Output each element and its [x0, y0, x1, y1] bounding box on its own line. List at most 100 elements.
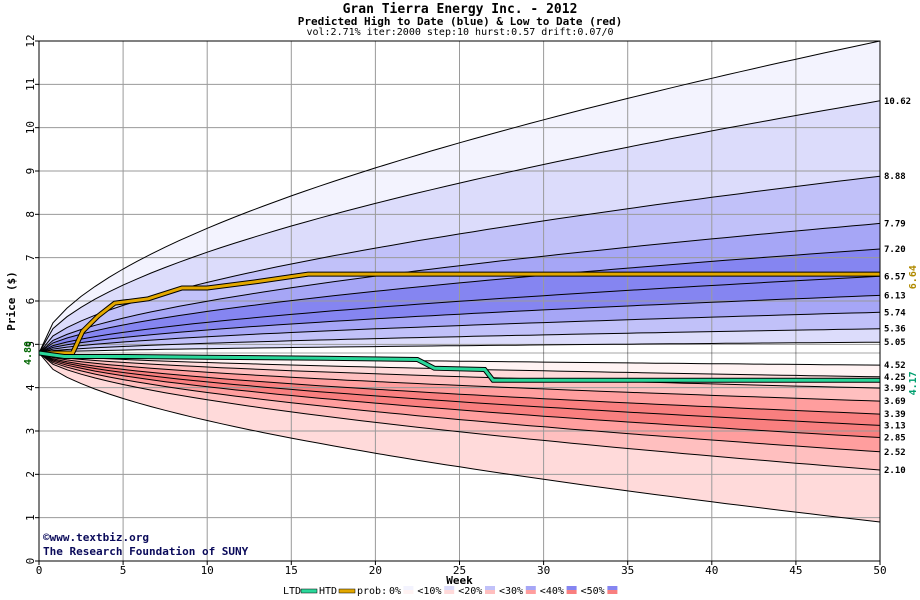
x-tick-label: 30 [537, 564, 550, 577]
y-tick-label: 0 [24, 558, 37, 565]
y-axis-label: Price ($) [5, 271, 18, 331]
high-band-0 [39, 41, 880, 353]
ltd-line [39, 351, 880, 382]
low-band-5 [39, 353, 880, 438]
contour-value-label: 6.13 [884, 291, 906, 301]
high-contour-10% [39, 100, 880, 354]
low-contour-20% [39, 352, 880, 453]
low-band-3 [39, 353, 880, 415]
legend-blue-swatch [444, 586, 455, 590]
contour-value-label: 5.36 [884, 325, 906, 335]
legend-blue-swatch [525, 586, 536, 590]
y-tick-label: 3 [24, 428, 37, 435]
contour-value-label: 5.74 [884, 308, 906, 318]
legend-prob-item: <10% [417, 586, 441, 597]
x-tick-label: 0 [36, 564, 43, 577]
contour-value-label: 2.52 [884, 448, 906, 458]
legend-prob-label: prob: [357, 586, 387, 597]
high-band-3 [39, 223, 880, 353]
x-tick-label: 40 [705, 564, 718, 577]
legend-blue-swatch [403, 586, 414, 590]
legend-prob-item: <20% [458, 586, 482, 597]
contour-value-label: 6.57 [884, 272, 906, 282]
legend-red-swatch [444, 590, 455, 594]
low-contour-10% [39, 352, 880, 471]
contour-value-label: 4.25 [884, 373, 906, 383]
legend-red-swatch [485, 590, 495, 594]
watermark-organization: The Research Foundation of SUNY [43, 545, 249, 558]
high-contour-90% [39, 341, 880, 354]
y-tick-label: 2 [24, 471, 37, 478]
x-tick-label: 50 [873, 564, 886, 577]
legend-htd-swatch [338, 588, 356, 594]
y-tick-label: 7 [24, 254, 37, 261]
legend-red-swatch [525, 590, 536, 594]
y-tick-label: 6 [24, 298, 37, 305]
y-tick-label: 8 [24, 211, 37, 218]
watermark-copyright: ©www.textbiz.org [43, 531, 149, 544]
high-contour-60% [39, 294, 880, 354]
legend-ltd-label: LTD [283, 586, 301, 597]
legend-red-swatch [566, 590, 577, 594]
chart-parameters: vol:2.71% iter:2000 step:10 hurst:0.57 d… [306, 27, 614, 38]
legend-htd-label: HTD [319, 586, 337, 597]
x-tick-label: 5 [120, 564, 127, 577]
y-tick-label: 11 [24, 78, 37, 91]
ltd-final-label: 4.17 [908, 371, 919, 395]
y-tick-label: 9 [24, 168, 37, 175]
contour-value-label: 5.05 [884, 338, 906, 348]
contour-value-label: 4.52 [884, 361, 906, 371]
contour-value-label: 3.13 [884, 421, 906, 431]
high-contour-50% [39, 275, 880, 354]
plot-area [39, 41, 880, 561]
y-tick-label: 10 [24, 121, 37, 134]
y-tick-label: 12 [24, 34, 37, 47]
high-contour-30% [39, 222, 880, 354]
low-band-4 [39, 353, 880, 426]
high-contour-70% [39, 311, 880, 354]
high-contour-80% [39, 328, 880, 354]
high-contour-0% [39, 41, 880, 354]
chart-title: Gran Tierra Energy Inc. - 2012 [342, 2, 578, 17]
legend-ltd-swatch [300, 588, 318, 594]
contour-value-label: 2.85 [884, 434, 906, 444]
low-contour-40% [39, 352, 880, 426]
low-contour-30% [39, 352, 880, 438]
chart-subtitle: Predicted High to Date (blue) & Low to D… [297, 15, 623, 28]
x-tick-label: 25 [453, 564, 466, 577]
contour-value-label: 7.79 [884, 219, 906, 229]
x-tick-label: 10 [201, 564, 214, 577]
contour-value-label: 3.39 [884, 410, 906, 420]
start-price-label: 4.80 [23, 341, 34, 365]
contour-value-label: 7.20 [884, 245, 906, 255]
contour-value-label: 10.62 [884, 97, 911, 107]
legend-prob-item: <30% [499, 586, 523, 597]
x-tick-label: 20 [369, 564, 382, 577]
y-tick-label: 1 [24, 514, 37, 521]
x-tick-label: 15 [285, 564, 298, 577]
legend-prob-item: <50% [581, 586, 605, 597]
legend-red-swatch [607, 590, 618, 594]
y-tick-label: 4 [24, 384, 37, 391]
low-band-7 [39, 353, 880, 470]
low-band-6 [39, 353, 880, 452]
legend-blue-swatch [566, 586, 577, 590]
legend-blue-swatch [607, 586, 618, 590]
x-axis-label: Week [446, 574, 473, 587]
high-band-5 [39, 276, 880, 353]
legend-prob-item: 0% [389, 586, 401, 597]
contour-value-label: 3.99 [884, 384, 906, 394]
x-tick-label: 45 [789, 564, 802, 577]
legend-prob-item: <40% [540, 586, 564, 597]
contour-value-label: 8.88 [884, 172, 906, 182]
legend-red-swatch [403, 590, 414, 594]
low-contour-60% [39, 352, 880, 402]
htd-final-label: 6.64 [908, 265, 919, 289]
x-tick-label: 35 [621, 564, 634, 577]
high-contour-40% [39, 248, 880, 354]
legend-blue-swatch [485, 586, 495, 590]
low-contour-50% [39, 352, 880, 415]
low-contour-0% [39, 352, 880, 523]
